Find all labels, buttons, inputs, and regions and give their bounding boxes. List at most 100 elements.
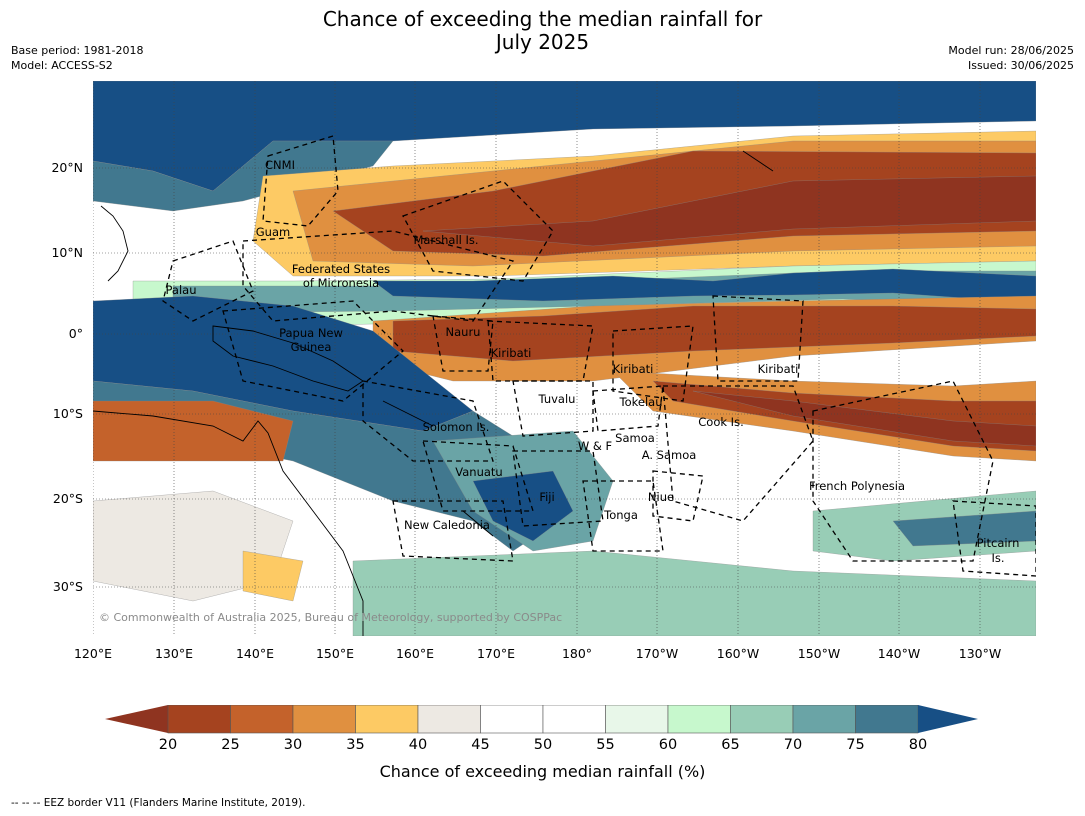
region-label: of Micronesia: [303, 276, 379, 290]
title-line-2: July 2025: [495, 30, 590, 54]
lat-tick-label: 20°N: [51, 160, 83, 175]
colorbar-tick-label: 80: [908, 737, 928, 753]
eez-nc: [392, 500, 514, 562]
lat-tick-label: 0°: [68, 326, 83, 341]
eez-kiribati-c: [612, 325, 694, 402]
colorbar-cell: [542, 705, 606, 734]
field-navy-eq: [372, 268, 1036, 304]
region-label: Vanuatu: [455, 465, 502, 479]
colorbar-cell: [855, 705, 919, 734]
colorbar-tick-label: 30: [283, 737, 303, 753]
colorbar-tick-label: 25: [221, 737, 240, 753]
eez-nauru: [432, 315, 494, 372]
eez-tuvalu: [512, 380, 594, 437]
region-label: Tokelau: [619, 395, 663, 409]
eez-fsm: [242, 230, 515, 322]
lon-tick-label: 160°E: [395, 646, 434, 661]
region-label: Nauru: [446, 325, 481, 339]
coast-new-guinea: [212, 325, 364, 392]
model-name: Model: ACCESS-S2: [11, 59, 113, 72]
colorbar-tick-label: 45: [471, 737, 490, 753]
issued-date: Issued: 30/06/2025: [967, 59, 1074, 72]
eez-cook: [662, 385, 814, 522]
colorbar-cell: [292, 705, 356, 734]
colorbar-cell: [667, 705, 731, 734]
lat-tick-label: 10°N: [51, 245, 83, 260]
eez-tokelau: [592, 385, 664, 432]
colorbar-cell: [167, 705, 231, 734]
colorbar-tick-label: 70: [783, 737, 803, 753]
region-label: Tuvalu: [538, 392, 576, 406]
rainfall-fields: [93, 81, 1036, 636]
region-label: French Polynesia: [809, 479, 905, 493]
lon-tick-label: 170°W: [635, 646, 679, 661]
coast-solomons: [382, 400, 434, 427]
region-label: Kiribati: [491, 346, 532, 360]
region-label: Cook Is.: [698, 415, 743, 429]
lon-tick-label: 170°E: [476, 646, 515, 661]
region-label: Kiribati: [758, 362, 799, 376]
lat-tick-label: 10°S: [52, 406, 83, 421]
field-dark-se: [692, 390, 1036, 447]
lat-tick-label: 30°S: [52, 579, 83, 594]
lon-tick-label: 180°: [561, 646, 593, 661]
meta-right: Model run: 28/06/2025 Issued: 30/06/2025: [948, 43, 1074, 73]
region-label: Marshall Is.: [413, 233, 478, 247]
colorbar-cell: [355, 705, 419, 734]
colorbar-tick-label: 35: [346, 737, 365, 753]
eez-solomon: [362, 380, 494, 462]
footer-note: -- -- -- EEZ border V11 (Flanders Marine…: [11, 797, 306, 809]
region-label: W & F: [578, 439, 612, 453]
region-label: Is.: [991, 551, 1004, 565]
region-label: Tonga: [603, 508, 638, 522]
base-period: Base period: 1981-2018: [11, 44, 144, 57]
region-label: Niue: [648, 490, 674, 504]
lon-tick-label: 130°E: [154, 646, 193, 661]
eez-fiji: [512, 450, 604, 527]
coastlines: [93, 150, 774, 636]
region-label: Guinea: [291, 340, 332, 354]
eez-cnmi: [262, 135, 339, 227]
colorbar-under-arrow: [105, 705, 168, 733]
lon-tick-label: 130°W: [958, 646, 1002, 661]
eez-pitcairn: [952, 500, 1036, 577]
field-navy-cs: [472, 470, 574, 542]
region-label: New Caledonia: [404, 518, 490, 532]
colorbar-tick-label: 55: [596, 737, 615, 753]
field-dark-north: [422, 175, 1036, 247]
colorbar-cell: [792, 705, 856, 734]
eez-french-polynesia: [812, 380, 994, 562]
eez-borders: [162, 135, 1036, 577]
chart-title: Chance of exceeding the median rainfall …: [0, 8, 1085, 54]
region-label: A. Samoa: [642, 448, 697, 462]
colorbar-tick-label: 50: [533, 737, 553, 753]
colorbar-cells: [105, 705, 978, 734]
field-brown-mid: [392, 305, 1036, 362]
coast-philippines: [100, 205, 129, 282]
region-label: CNMI: [265, 158, 295, 172]
eez-kiribati-w: [487, 320, 594, 382]
region-label: Kiribati: [613, 362, 654, 376]
eez-marshall: [402, 180, 554, 282]
field-rust-sw: [93, 400, 294, 462]
copyright-note: © Commonwealth of Australia 2025, Bureau…: [99, 611, 562, 624]
eez-vanuatu: [422, 440, 534, 512]
region-label: Palau: [166, 283, 197, 297]
eez-png: [222, 300, 404, 402]
colorbar-tick-label: 20: [158, 737, 178, 753]
region-label: Fiji: [539, 490, 554, 504]
colorbar-cell: [230, 705, 294, 734]
region-label: Federated States: [292, 262, 390, 276]
colorbar-tick-label: 40: [408, 737, 428, 753]
meta-left: Base period: 1981-2018 Model: ACCESS-S2: [11, 43, 143, 73]
region-label: Papua New: [279, 326, 343, 340]
lat-tick-label: 20°S: [52, 491, 83, 506]
lon-tick-label: 150°W: [797, 646, 841, 661]
region-label: Samoa: [615, 431, 655, 445]
field-yellow-sw: [242, 550, 304, 602]
colorbar-tick-label: 75: [846, 737, 865, 753]
colorbar-cell: [417, 705, 481, 734]
title-line-1: Chance of exceeding the median rainfall …: [322, 7, 763, 31]
